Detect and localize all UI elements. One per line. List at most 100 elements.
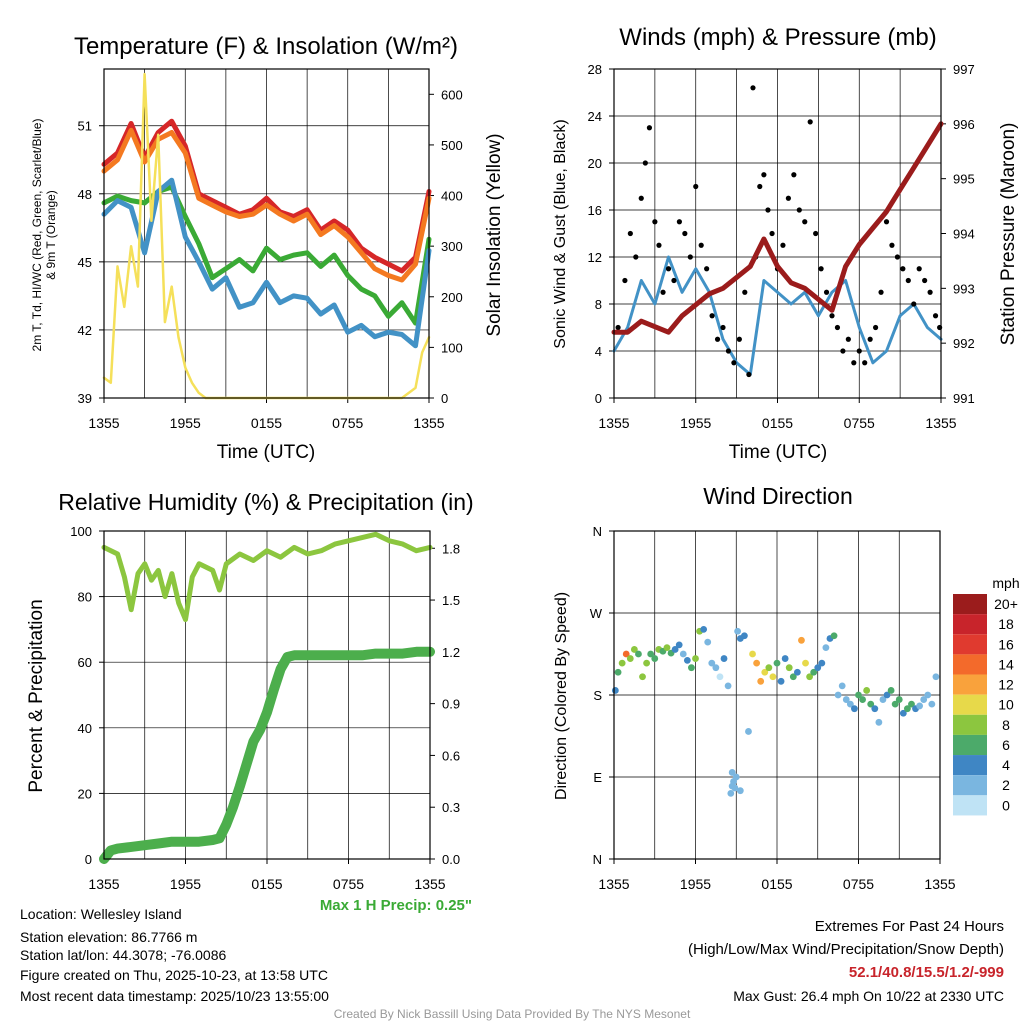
x-tick-label: 0755 [843, 876, 874, 892]
direction-point [734, 627, 742, 635]
gust-point [769, 230, 775, 237]
y2-tick-label: 300 [441, 239, 463, 254]
gust-point [834, 324, 841, 331]
gust-point [883, 219, 890, 225]
direction-point [611, 687, 619, 694]
direction-point [838, 682, 846, 690]
gust-point [829, 313, 835, 319]
info-created: Figure created on Thu, 2025-10-23, at 13… [20, 967, 328, 983]
direction-point [731, 784, 739, 792]
gust-point [682, 230, 688, 237]
extremes-title: Extremes For Past 24 Hours [814, 918, 1004, 935]
info-elevation: Station elevation: 86.7766 m [20, 929, 198, 945]
y2-tick-label: 400 [441, 189, 463, 204]
direction-point [745, 728, 752, 735]
y-tick-label: 20 [588, 156, 602, 171]
y-tick-label: 51 [78, 119, 92, 134]
direction-point [769, 673, 777, 681]
direction-point [736, 635, 744, 642]
x-tick-label: 0155 [762, 415, 793, 431]
direction-point [871, 705, 879, 713]
legend-label: 2 [1002, 777, 1010, 793]
x-tick-label: 0755 [332, 415, 363, 431]
gust-point [725, 348, 732, 354]
gust-point [746, 371, 752, 378]
direction-point [736, 787, 744, 795]
y-tick-label: 12 [588, 250, 602, 265]
plot-frame [613, 68, 942, 399]
direction-point [928, 700, 936, 708]
direction-point [688, 664, 695, 672]
y2-tick-label: 0.9 [442, 697, 460, 712]
gust-point [927, 289, 933, 295]
wind-direction-panel: Wind Direction Direction (Colored By Spe… [553, 483, 1020, 892]
direction-point [724, 682, 732, 690]
gust-point [687, 254, 693, 260]
legend-swatch [953, 775, 987, 796]
direction-point [814, 664, 822, 672]
extremes-subtitle: (High/Low/Max Wind/Precipitation/Snow De… [688, 941, 1004, 958]
y2-tick-label: 500 [441, 138, 463, 153]
y2-tick-label: 0 [441, 391, 448, 406]
x-tick-label: 1355 [414, 876, 445, 892]
legend-label: 8 [1002, 717, 1010, 733]
y-tick-label: 100 [70, 524, 92, 539]
y2-tick-label: 992 [953, 336, 975, 351]
y2-tick-label: 997 [953, 62, 975, 77]
y2-tick-label: 200 [441, 290, 463, 305]
humidity-title: Relative Humidity (%) & Precipitation (i… [58, 489, 473, 515]
gust-point [813, 230, 819, 237]
max-precip-annotation: Max 1 H Precip: 0.25" [320, 897, 472, 914]
gust-point [780, 242, 786, 248]
legend-swatch [953, 734, 987, 756]
direction-point [757, 677, 765, 685]
direction-point [834, 691, 842, 699]
gust-point [791, 172, 797, 178]
legend-swatch [953, 594, 987, 615]
direction-point [749, 650, 756, 658]
gust-point [922, 277, 928, 284]
legend-title: mph [992, 575, 1019, 591]
temperature-ylabel-line1: 2m T, Td, HI/WC (Red, Green, Scarlet/Blu… [30, 119, 44, 352]
direction-point [626, 655, 634, 662]
direction-point [895, 696, 903, 703]
info-latlon: Station lat/lon: 44.3078; -76.0086 [20, 947, 227, 963]
credit: Created By Nick Bassill Using Data Provi… [333, 1007, 691, 1021]
gust-point [889, 242, 895, 248]
direction-point [859, 696, 866, 703]
direction-point [924, 691, 932, 699]
gust-point [761, 172, 767, 178]
gust-point [900, 266, 906, 272]
winds-panel: Winds (mph) & Pressure (mb) Sonic Wind &… [552, 24, 1019, 463]
direction-point [891, 700, 899, 708]
y2-tick-label: 1.8 [442, 541, 460, 556]
direction-point [899, 709, 907, 717]
direction-point [720, 655, 728, 662]
y-tick-label: 8 [595, 297, 602, 312]
x-tick-label: 1955 [680, 876, 711, 892]
y2-tick-label: 1.5 [442, 593, 460, 608]
gust-point [693, 183, 699, 190]
temperature-title: Temperature (F) & Insolation (W/m²) [74, 33, 458, 60]
x-tick-label: 1355 [598, 415, 629, 431]
gust-point [916, 266, 922, 272]
direction-point [879, 696, 887, 703]
gust-point [932, 313, 939, 319]
gust-point [894, 254, 901, 260]
y-tick-label: N [593, 852, 602, 867]
legend-swatch [953, 694, 987, 715]
direction-point [639, 673, 646, 681]
legend-swatch [953, 654, 987, 675]
gust-point [660, 289, 666, 295]
direction-point [822, 644, 830, 652]
legend-swatch [953, 634, 987, 655]
y-tick-label: 20 [78, 786, 92, 801]
y-tick-label: 4 [595, 344, 602, 359]
gust-point [652, 219, 658, 225]
direction-point [704, 638, 712, 646]
direction-point [622, 650, 630, 658]
direction-point [916, 702, 924, 710]
y-tick-label: E [593, 770, 602, 785]
wind-direction-title: Wind Direction [703, 483, 853, 509]
gust-point [757, 183, 763, 190]
